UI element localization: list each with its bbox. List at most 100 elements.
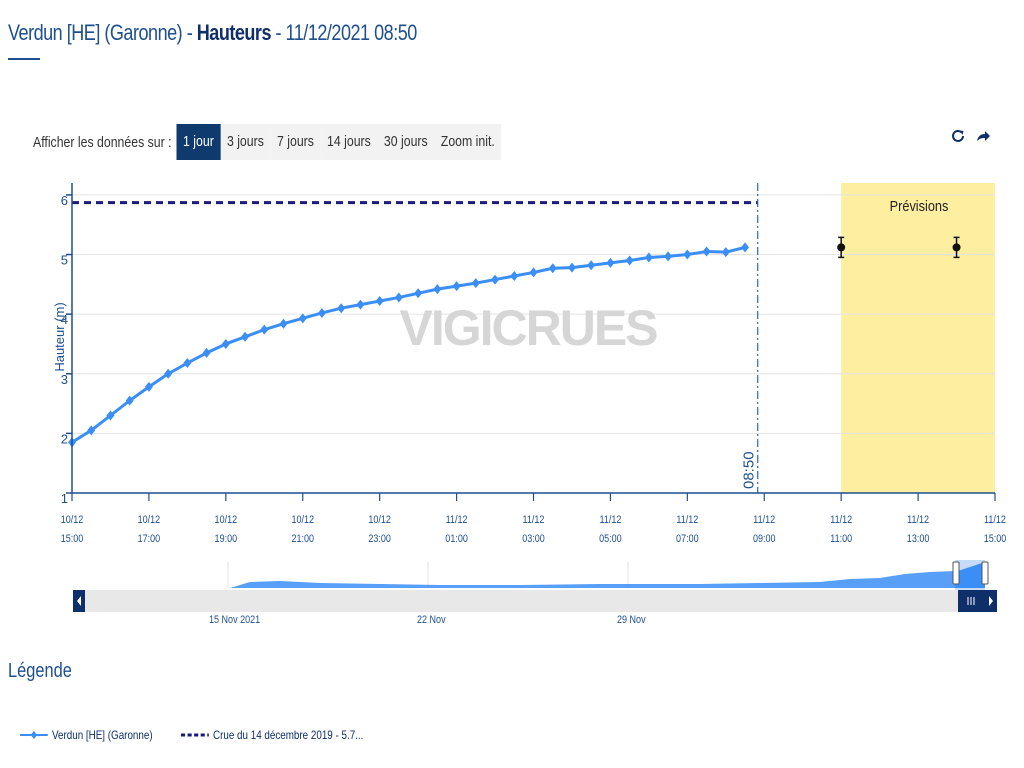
range-button-30-days[interactable]: 30 jours (377, 124, 435, 160)
watermark-vigicrues: VIGICRUES (399, 300, 657, 356)
x-tick-time: 17:00 (138, 533, 161, 545)
series-point[interactable] (298, 313, 307, 324)
range-button-3-days[interactable]: 3 jours (220, 124, 271, 160)
series-point[interactable] (471, 278, 480, 289)
range-button-1-day[interactable]: 1 jour (176, 124, 221, 160)
x-tick-date: 10/12 (61, 514, 84, 526)
series-point[interactable] (317, 307, 326, 318)
x-tick-time: 01:00 (445, 533, 468, 545)
series-point[interactable] (664, 251, 673, 262)
series-point[interactable] (702, 246, 711, 257)
range-button-7-days[interactable]: 7 jours (270, 124, 321, 160)
series-point[interactable] (241, 331, 250, 342)
series-point[interactable] (741, 242, 750, 253)
forecast-band (841, 183, 995, 493)
navigator-right-handle[interactable] (981, 561, 989, 585)
series-point[interactable] (221, 338, 230, 349)
share-icon[interactable] (975, 128, 991, 149)
series-point[interactable] (106, 410, 115, 421)
x-tick-time: 23:00 (368, 533, 391, 545)
x-tick-time: 11:00 (830, 533, 852, 545)
series-point[interactable] (625, 255, 634, 266)
refresh-icon[interactable] (950, 128, 966, 149)
series-point[interactable] (183, 358, 192, 369)
chart-title: Verdun [HE] (Garonne) - Hauteurs - 11/12… (8, 20, 417, 46)
x-tick-time: 07:00 (676, 533, 699, 545)
x-tick-date: 11/12 (984, 514, 1006, 526)
series-point[interactable] (644, 252, 653, 263)
legend-title: Légende (8, 660, 72, 682)
series-point[interactable] (279, 318, 288, 329)
series-point[interactable] (721, 247, 730, 258)
y-tick-label: 4 (61, 312, 68, 327)
series-point[interactable] (510, 271, 519, 281)
x-tick-time: 13:00 (907, 533, 930, 545)
range-selector: Afficher les données sur : 1 jour 3 jour… (33, 124, 502, 160)
series-point[interactable] (87, 425, 96, 436)
series-point[interactable] (683, 249, 692, 260)
x-tick-date: 11/12 (907, 514, 929, 526)
x-tick-time: 15:00 (984, 533, 1007, 545)
now-marker-label: 08:50 (741, 451, 758, 489)
legend-threshold-icon (181, 733, 209, 737)
scrollbar-grip-icon (967, 597, 975, 605)
legend-series-icon (20, 731, 48, 739)
series-point[interactable] (567, 262, 576, 273)
forecast-point[interactable] (952, 243, 961, 252)
series-point[interactable] (202, 347, 211, 358)
x-tick-time: 21:00 (291, 533, 314, 545)
series-point[interactable] (414, 288, 423, 299)
station-name: Verdun [HE] (Garonne) - (8, 20, 197, 45)
water-height-chart: VIGICRUES 08:50 1 2 3 4 5 6 10/12 15:00 10/12 17:… (52, 183, 1007, 545)
y-tick-label: 2 (61, 431, 68, 446)
x-tick-date: 11/12 (523, 514, 545, 526)
series-point[interactable] (606, 257, 615, 268)
navigator-selection-area (955, 562, 985, 588)
x-tick-date: 11/12 (599, 514, 621, 526)
y-tick-label: 5 (61, 253, 68, 268)
series-point[interactable] (337, 303, 346, 314)
x-tick-date: 10/12 (138, 514, 161, 526)
series-point[interactable] (548, 263, 557, 274)
series-point[interactable] (375, 296, 384, 307)
x-tick-time: 09:00 (753, 533, 776, 545)
navigator-label: 15 Nov 2021 (209, 614, 261, 626)
series-point[interactable] (125, 395, 134, 406)
legend-threshold-label: Crue du 14 décembre 2019 - 5.7... (212, 728, 364, 742)
range-button-14-days[interactable]: 14 jours (320, 124, 378, 160)
series-point[interactable] (394, 292, 403, 303)
forecast-point[interactable] (837, 243, 846, 252)
time-navigator[interactable] (0, 560, 1024, 620)
series-point[interactable] (164, 368, 173, 379)
legend-item-threshold[interactable]: Crue du 14 décembre 2019 - 5.7... (181, 728, 363, 742)
x-tick-date: 11/12 (830, 514, 852, 526)
navigator-label: 29 Nov (617, 614, 646, 626)
x-tick-date: 10/12 (215, 514, 238, 526)
scrollbar-track[interactable] (85, 590, 985, 612)
series-point[interactable] (260, 324, 269, 335)
scroll-right-arrow-icon (989, 596, 993, 606)
x-tick-time: 05:00 (599, 533, 622, 545)
series-point[interactable] (491, 274, 500, 285)
series-point[interactable] (452, 281, 461, 292)
series-point[interactable] (144, 381, 153, 392)
series-point[interactable] (433, 284, 442, 295)
zoom-reset-button[interactable]: Zoom init. (434, 124, 502, 160)
title-underline (8, 58, 40, 60)
title-datetime: - 11/12/2021 08:50 (271, 20, 418, 45)
x-tick-time: 19:00 (215, 533, 238, 545)
x-tick-date: 10/12 (368, 514, 391, 526)
series-point[interactable] (356, 299, 365, 310)
range-label: Afficher les données sur : (33, 133, 172, 151)
y-tick-label: 6 (61, 193, 68, 208)
navigator-left-handle[interactable] (952, 561, 960, 585)
scroll-left-arrow-icon (77, 596, 81, 606)
series-point[interactable] (529, 267, 538, 278)
variable-name: Hauteurs (196, 20, 272, 45)
legend-series-label: Verdun [HE] (Garonne) (51, 728, 153, 742)
y-tick-label: 3 (61, 372, 68, 387)
legend-item-series[interactable]: Verdun [HE] (Garonne) (20, 728, 153, 742)
x-tick-time: 15:00 (61, 533, 84, 545)
navigator-series-area (85, 571, 955, 588)
series-point[interactable] (587, 260, 596, 271)
